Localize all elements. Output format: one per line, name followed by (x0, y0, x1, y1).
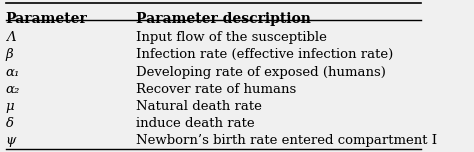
Text: Newborn’s birth rate entered compartment I: Newborn’s birth rate entered compartment… (136, 134, 437, 147)
Text: β: β (6, 48, 13, 61)
Text: Input flow of the susceptible: Input flow of the susceptible (136, 31, 327, 44)
Text: Λ: Λ (6, 31, 15, 44)
Text: Developing rate of exposed (humans): Developing rate of exposed (humans) (136, 66, 386, 78)
Text: δ: δ (6, 117, 14, 130)
Text: α₂: α₂ (6, 83, 20, 96)
Text: μ: μ (6, 100, 14, 113)
Text: Recover rate of humans: Recover rate of humans (136, 83, 296, 96)
Text: Infection rate (effective infection rate): Infection rate (effective infection rate… (136, 48, 393, 61)
Text: Parameter: Parameter (6, 12, 87, 26)
Text: Parameter description: Parameter description (136, 12, 310, 26)
Text: induce death rate: induce death rate (136, 117, 255, 130)
Text: ψ: ψ (6, 134, 16, 147)
Text: α₁: α₁ (6, 66, 20, 78)
Text: Natural death rate: Natural death rate (136, 100, 262, 113)
